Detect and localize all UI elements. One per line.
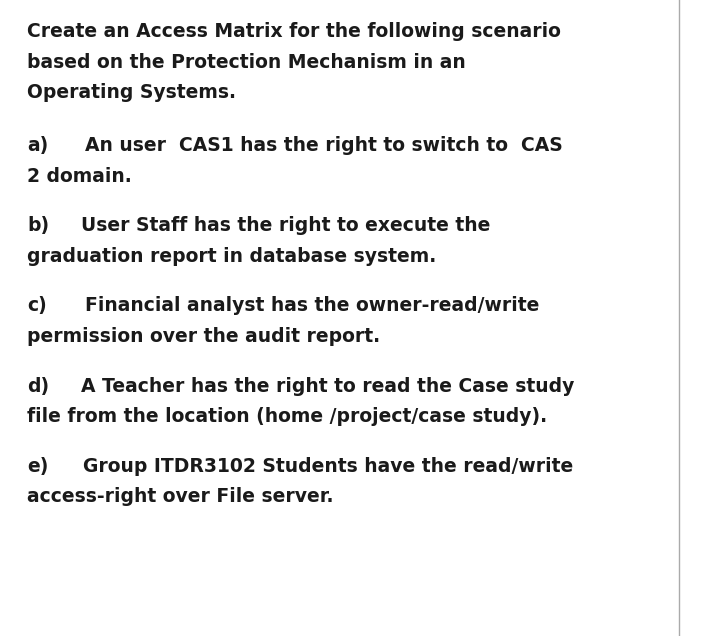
Text: A Teacher has the right to read the Case study: A Teacher has the right to read the Case… [81,377,574,396]
Text: b): b) [27,216,50,235]
Text: based on the Protection Mechanism in an: based on the Protection Mechanism in an [27,53,466,72]
Text: Operating Systems.: Operating Systems. [27,83,237,102]
Text: An user  CAS1 has the right to switch to  CAS: An user CAS1 has the right to switch to … [85,136,562,155]
Text: Group ITDR3102 Students have the read/write: Group ITDR3102 Students have the read/wr… [83,457,573,476]
Text: 2 domain.: 2 domain. [27,167,132,186]
Text: c): c) [27,296,47,315]
Text: Create an Access Matrix for the following scenario: Create an Access Matrix for the followin… [27,22,562,41]
Text: a): a) [27,136,49,155]
Text: Financial analyst has the owner-read/write: Financial analyst has the owner-read/wri… [85,296,539,315]
Text: graduation report in database system.: graduation report in database system. [27,247,436,266]
Text: file from the location (home /project/case study).: file from the location (home /project/ca… [27,407,547,426]
Text: d): d) [27,377,50,396]
Text: access-right over File server.: access-right over File server. [27,487,334,506]
Text: e): e) [27,457,49,476]
Text: permission over the audit report.: permission over the audit report. [27,327,380,346]
Text: User Staff has the right to execute the: User Staff has the right to execute the [81,216,490,235]
